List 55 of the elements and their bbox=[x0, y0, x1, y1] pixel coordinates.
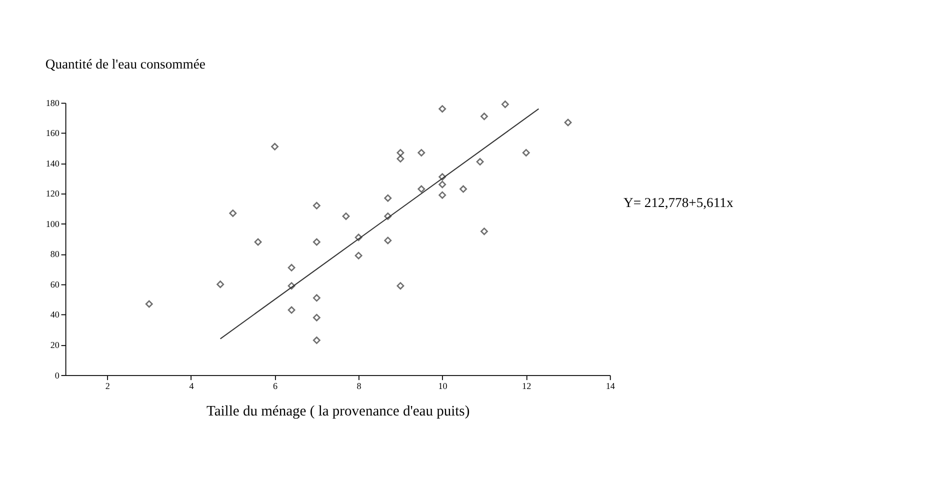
x-tick-label: 12 bbox=[522, 381, 532, 392]
point bbox=[145, 300, 153, 308]
y-tick-label: 40 bbox=[50, 310, 60, 320]
y-tick-label: 100 bbox=[46, 218, 60, 229]
point bbox=[384, 236, 392, 244]
point bbox=[384, 194, 392, 202]
point bbox=[438, 180, 446, 188]
point bbox=[438, 105, 446, 113]
y-tick-label: 180 bbox=[46, 98, 60, 108]
y-tick-label: 80 bbox=[50, 249, 60, 260]
x-tick-label: 6 bbox=[272, 381, 278, 392]
point bbox=[480, 112, 488, 120]
point bbox=[384, 212, 392, 220]
point bbox=[460, 185, 468, 193]
point bbox=[354, 252, 362, 260]
point bbox=[418, 185, 426, 193]
point bbox=[312, 238, 320, 246]
y-tick-label: 140 bbox=[46, 158, 60, 168]
x-tick-label: 2 bbox=[105, 381, 110, 392]
point bbox=[288, 282, 296, 290]
point bbox=[396, 155, 404, 162]
x-axis-title: Taille du ménage ( la provenance d'eau puits) bbox=[206, 403, 470, 420]
point bbox=[312, 294, 320, 302]
point bbox=[312, 314, 320, 322]
point bbox=[216, 280, 224, 288]
text: Y= 212,778+5,611x bbox=[624, 195, 734, 210]
point bbox=[354, 234, 362, 242]
point bbox=[312, 202, 320, 210]
x-tick-label: 10 bbox=[438, 381, 448, 392]
x-tick-label: 14 bbox=[606, 381, 616, 392]
point bbox=[342, 212, 350, 220]
point bbox=[229, 210, 237, 217]
point bbox=[476, 158, 484, 166]
point bbox=[288, 264, 296, 272]
chart-title: Quantité de l'eau consommée bbox=[45, 56, 206, 72]
point bbox=[254, 238, 262, 246]
y-tick-label: 60 bbox=[50, 279, 60, 290]
y-tick-label: 160 bbox=[46, 128, 60, 138]
y-tick-label: 0 bbox=[54, 370, 60, 380]
point bbox=[288, 306, 296, 314]
point bbox=[312, 336, 320, 344]
point bbox=[480, 228, 488, 236]
point bbox=[271, 142, 279, 150]
point bbox=[396, 148, 404, 156]
point bbox=[396, 282, 404, 290]
point bbox=[522, 148, 530, 156]
point bbox=[418, 148, 426, 156]
point bbox=[438, 191, 446, 199]
x-tick-label: 8 bbox=[356, 381, 362, 392]
x-tick-label: 4 bbox=[189, 381, 194, 392]
y-tick-label: 120 bbox=[46, 188, 60, 199]
point bbox=[438, 173, 446, 181]
y-tick-label: 20 bbox=[50, 340, 60, 350]
point bbox=[564, 118, 572, 126]
point bbox=[501, 100, 509, 108]
